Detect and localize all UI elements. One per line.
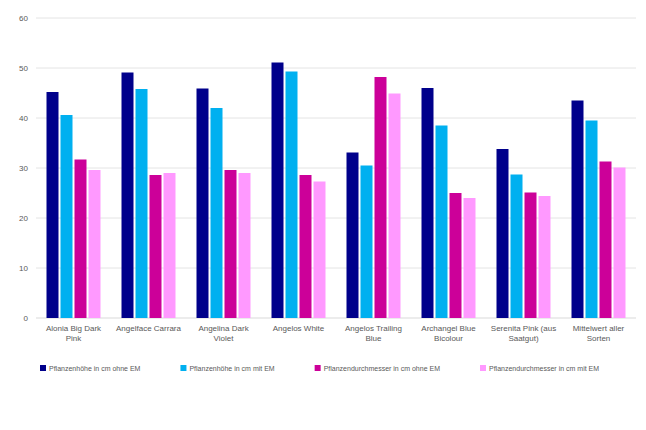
bar bbox=[47, 92, 59, 318]
x-tick-label: Angelos TrailingBlue bbox=[345, 324, 402, 343]
legend-label: Pflanzendurchmesser in cm ohne EM bbox=[324, 365, 440, 372]
legend-swatch bbox=[180, 365, 186, 371]
bar bbox=[464, 198, 476, 318]
x-tick-label-line: Angelos White bbox=[273, 324, 325, 333]
x-tick-label: Angelface Carrara bbox=[116, 324, 181, 333]
bar bbox=[614, 168, 626, 319]
bar bbox=[586, 121, 598, 319]
bar bbox=[497, 149, 509, 318]
x-tick-label-line: Blue bbox=[365, 334, 382, 343]
bar bbox=[286, 72, 298, 319]
bar bbox=[525, 193, 537, 319]
y-tick-label: 60 bbox=[19, 14, 28, 23]
legend-swatch bbox=[315, 365, 321, 371]
y-tick-label: 50 bbox=[19, 64, 28, 73]
x-tick-label: Archangel BlueBicolour bbox=[421, 324, 476, 343]
bar bbox=[272, 63, 284, 319]
y-tick-label: 10 bbox=[19, 264, 28, 273]
y-tick-label: 40 bbox=[19, 114, 28, 123]
x-tick-label-line: Violet bbox=[214, 334, 235, 343]
y-tick-label: 30 bbox=[19, 164, 28, 173]
y-tick-label: 0 bbox=[24, 314, 29, 323]
bar bbox=[539, 196, 551, 318]
bar bbox=[164, 173, 176, 318]
x-tick-label-line: Pink bbox=[66, 334, 83, 343]
legend-label: Pflanzenhöhe in cm ohne EM bbox=[49, 365, 141, 372]
x-tick-label-line: Angelos Trailing bbox=[345, 324, 402, 333]
bar bbox=[436, 126, 448, 319]
x-tick-label-line: Saatgut) bbox=[508, 334, 539, 343]
bar bbox=[197, 89, 209, 319]
bar bbox=[225, 170, 237, 318]
bar bbox=[422, 88, 434, 318]
legend: Pflanzenhöhe in cm ohne EM Pflanzenhöhe i… bbox=[40, 365, 599, 372]
x-tick-label-line: Angelface Carrara bbox=[116, 324, 181, 333]
x-tick-label-line: Alonia Big Dark bbox=[46, 324, 102, 333]
bars bbox=[47, 63, 626, 319]
bar bbox=[375, 77, 387, 318]
background bbox=[0, 0, 646, 430]
bar bbox=[89, 170, 101, 318]
bar bbox=[600, 162, 612, 319]
grid-line bbox=[36, 18, 636, 19]
bar bbox=[572, 101, 584, 319]
x-tick-label: Angelos White bbox=[273, 324, 325, 333]
chart: 0 10 20 30 40 50 60 Alonia Big DarkPink Angelfac… bbox=[0, 0, 646, 430]
bar bbox=[389, 94, 401, 319]
x-tick-label: Alonia Big DarkPink bbox=[46, 324, 102, 343]
x-tick-label-line: Serenita Pink (aus bbox=[491, 324, 556, 333]
legend-label: Pflanzenhöhe in cm mit EM bbox=[189, 365, 274, 372]
bar bbox=[150, 175, 162, 318]
x-tick-label-line: Bicolour bbox=[434, 334, 463, 343]
x-tick-label-line: Sorten bbox=[587, 334, 611, 343]
x-tick-label: Mittelwert allerSorten bbox=[573, 324, 625, 343]
bar bbox=[511, 175, 523, 319]
bar bbox=[211, 108, 223, 318]
x-tick-label-line: Mittelwert aller bbox=[573, 324, 625, 333]
bar bbox=[61, 115, 73, 318]
y-tick-label: 20 bbox=[19, 214, 28, 223]
bar bbox=[361, 166, 373, 319]
bar bbox=[450, 193, 462, 318]
bar bbox=[300, 175, 312, 318]
legend-swatch bbox=[480, 365, 486, 371]
bar bbox=[136, 89, 148, 318]
grid-line bbox=[36, 68, 636, 69]
x-tick-label-line: Archangel Blue bbox=[421, 324, 476, 333]
bar bbox=[75, 160, 87, 319]
bar bbox=[122, 73, 134, 319]
x-tick-label: Serenita Pink (ausSaatgut) bbox=[491, 324, 556, 343]
legend-swatch bbox=[40, 365, 46, 371]
bar bbox=[347, 153, 359, 319]
bar bbox=[239, 173, 251, 318]
x-tick-label-line: Angelina Dark bbox=[198, 324, 249, 333]
legend-label: Pflanzendurchmesser in cm mit EM bbox=[489, 365, 599, 372]
bar bbox=[314, 182, 326, 319]
x-tick-label: Angelina DarkViolet bbox=[198, 324, 249, 343]
